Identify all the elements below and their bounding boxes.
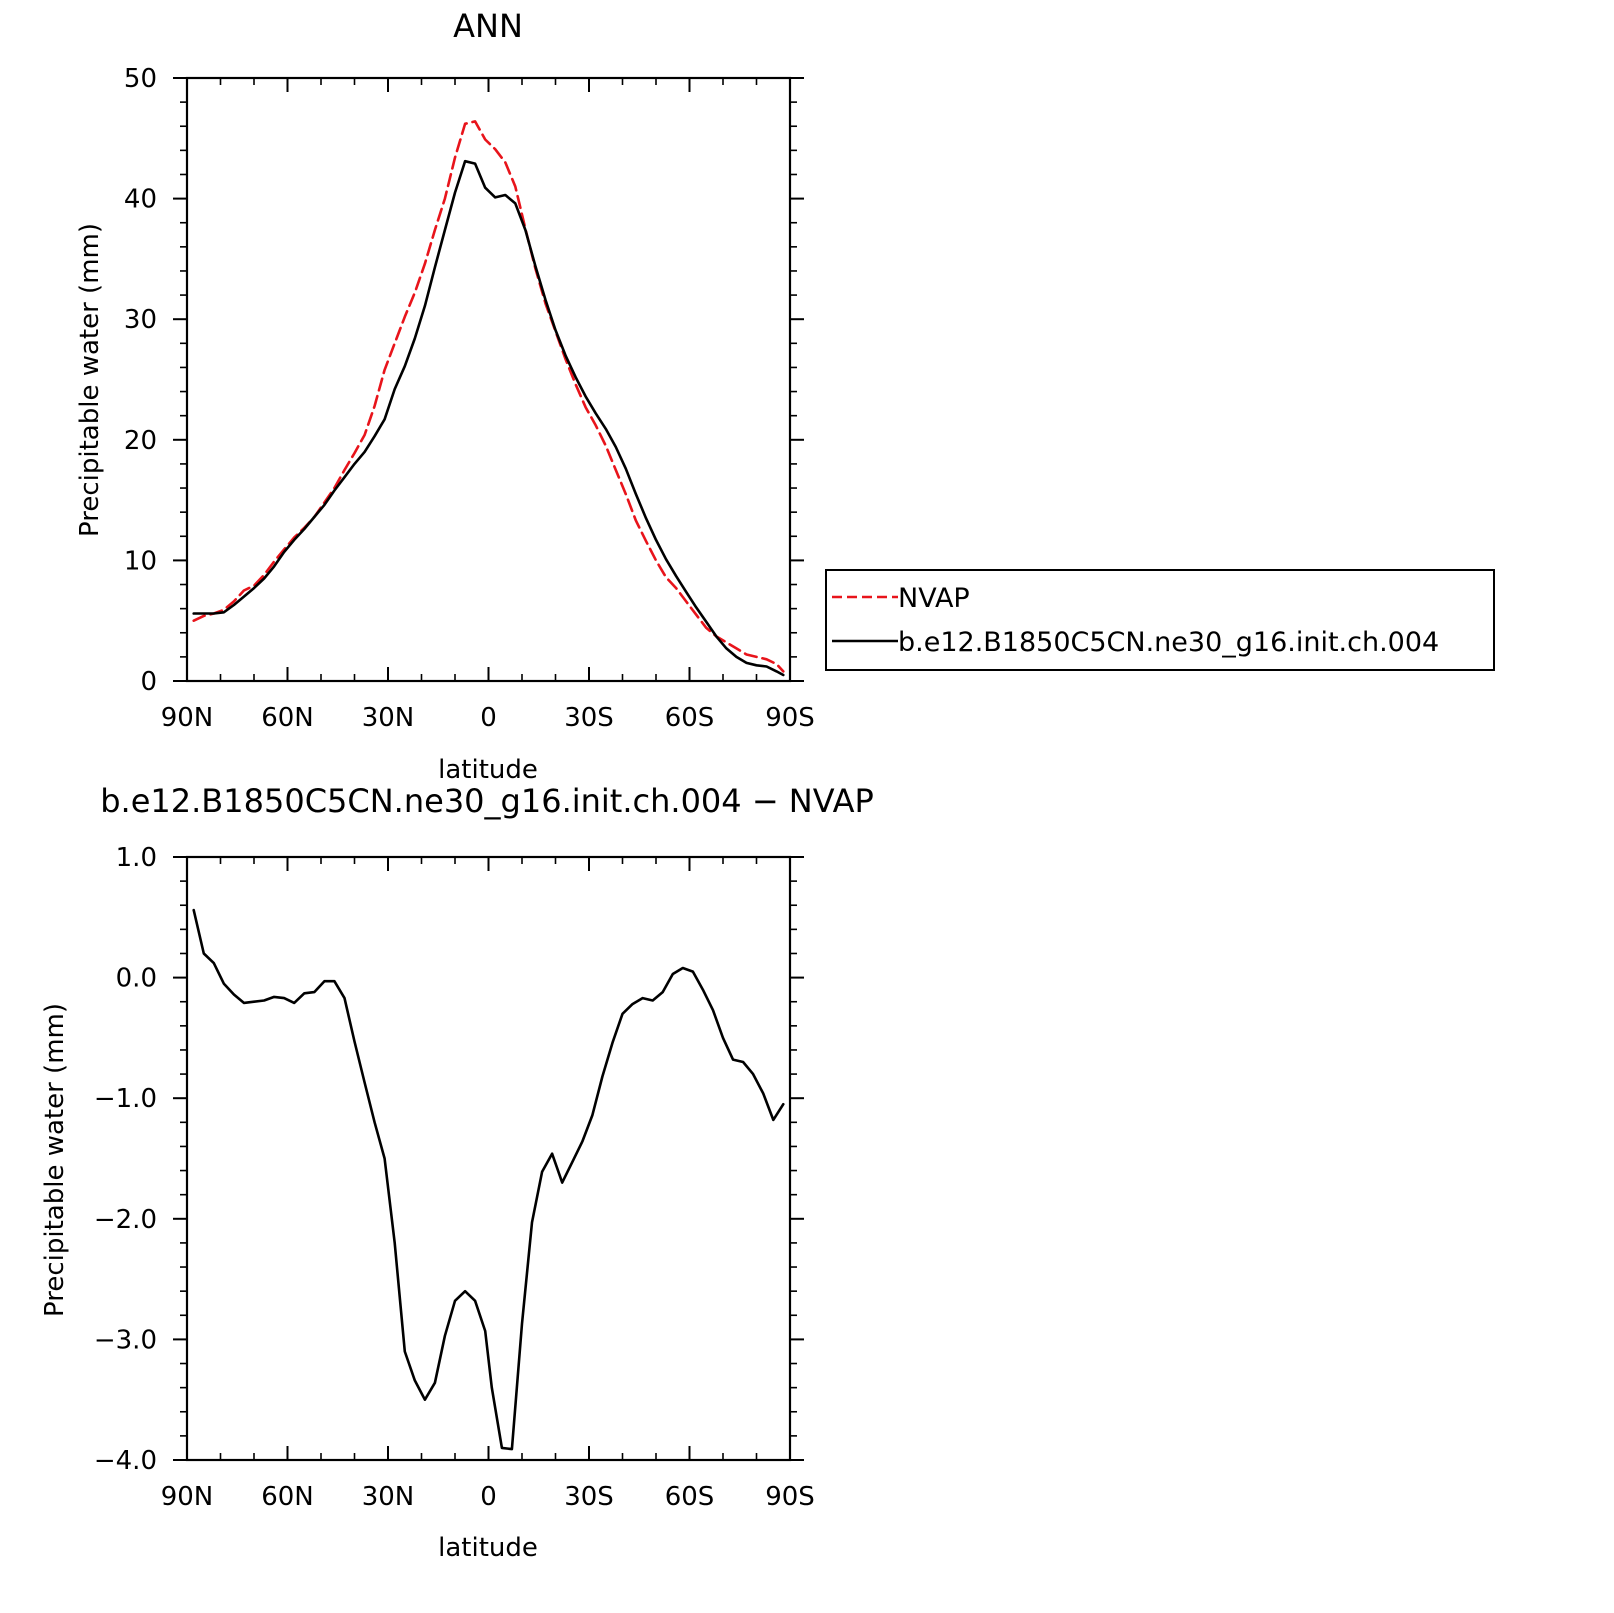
top-panel: ANN 90N 60N 30N 0 30S 60S 90S 0 10 20 30 40 50 latit… bbox=[75, 7, 815, 785]
legend-box bbox=[825, 569, 1495, 671]
bottom-chart-title: b.e12.B1850C5CN.ne30_g16.init.ch.004 − N… bbox=[100, 782, 874, 820]
y-tick-label: 40 bbox=[124, 185, 157, 215]
x-tick-label: 90N bbox=[161, 1482, 214, 1512]
x-tick-label: 60N bbox=[261, 703, 314, 733]
y-tick-label: 30 bbox=[124, 305, 157, 335]
bottom-series-layer bbox=[192, 908, 785, 1451]
top-axes: 90N 60N 30N 0 30S 60S 90S 0 10 20 30 40 50 bbox=[124, 64, 815, 733]
model-line bbox=[192, 159, 785, 677]
x-tick-label: 60S bbox=[665, 703, 715, 733]
y-tick-label: 1.0 bbox=[116, 843, 157, 873]
y-tick-label: −4.0 bbox=[94, 1446, 157, 1476]
top-y-axis-label: Precipitable water (mm) bbox=[75, 223, 105, 537]
y-tick-label: 0.0 bbox=[116, 964, 157, 994]
x-tick-label: 90S bbox=[765, 1482, 815, 1512]
top-plot-frame bbox=[185, 76, 792, 683]
top-series-layer bbox=[192, 120, 785, 677]
y-tick-label: −3.0 bbox=[94, 1325, 157, 1355]
bottom-plot-frame bbox=[185, 855, 792, 1462]
x-tick-label: 90S bbox=[765, 703, 815, 733]
x-tick-label: 30N bbox=[362, 703, 415, 733]
x-tick-label: 90N bbox=[161, 703, 214, 733]
y-tick-label: 10 bbox=[124, 546, 157, 576]
nvap-line bbox=[192, 120, 785, 673]
legend: NVAP b.e12.B1850C5CN.ne30_g16.init.ch.00… bbox=[825, 569, 1495, 671]
legend-label-model: b.e12.B1850C5CN.ne30_g16.init.ch.004 bbox=[898, 627, 1439, 658]
y-tick-label: 20 bbox=[124, 426, 157, 456]
bottom-axes: 90N 60N 30N 0 30S 60S 90S 1.0 0.0 −1.0 −2.0 −3.0 −4.… bbox=[94, 843, 815, 1512]
y-tick-label: 0 bbox=[140, 667, 157, 697]
difference-line bbox=[192, 908, 785, 1451]
x-tick-label: 30S bbox=[564, 703, 614, 733]
y-tick-label: −1.0 bbox=[94, 1084, 157, 1114]
x-tick-label: 0 bbox=[480, 703, 497, 733]
y-tick-label: −2.0 bbox=[94, 1205, 157, 1235]
bottom-panel: b.e12.B1850C5CN.ne30_g16.init.ch.004 − N… bbox=[40, 782, 874, 1563]
x-tick-label: 60S bbox=[665, 1482, 715, 1512]
x-tick-label: 60N bbox=[261, 1482, 314, 1512]
bottom-y-axis-label: Precipitable water (mm) bbox=[40, 1003, 70, 1317]
x-tick-label: 30S bbox=[564, 1482, 614, 1512]
x-tick-label: 0 bbox=[480, 1482, 497, 1512]
y-tick-label: 50 bbox=[124, 64, 157, 94]
legend-label-nvap: NVAP bbox=[898, 583, 970, 614]
x-tick-label: 30N bbox=[362, 1482, 415, 1512]
top-chart-title: ANN bbox=[453, 7, 523, 45]
bottom-x-axis-label: latitude bbox=[438, 1533, 538, 1563]
top-x-axis-label: latitude bbox=[438, 755, 538, 785]
